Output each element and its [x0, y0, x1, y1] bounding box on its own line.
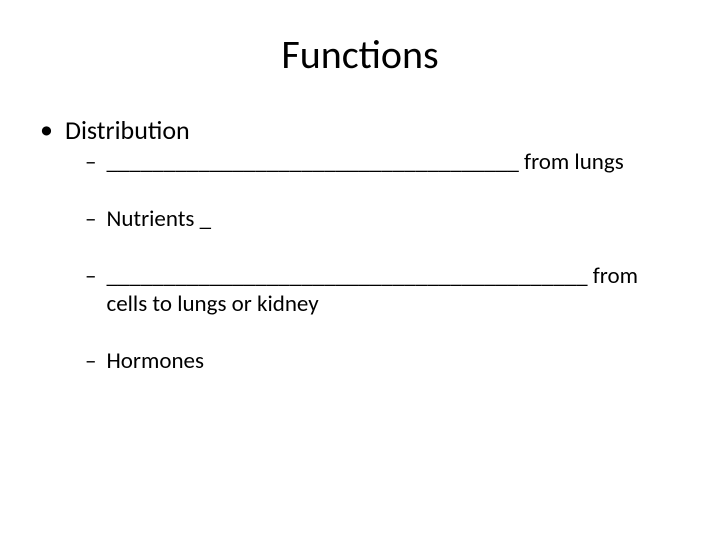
bullet-l2-text: ________________________________________…: [106, 262, 670, 320]
bullet-marker-dash: –: [85, 205, 96, 234]
bullet-l2-text: Hormones: [106, 347, 670, 376]
bullet-l2-text: Nutrients _: [106, 205, 670, 234]
bullet-l1-text: Distribution: [65, 114, 190, 146]
bullet-level-2-item: – Nutrients _: [85, 205, 670, 234]
bullet-level-2-item: – ______________________________________…: [85, 262, 670, 320]
bullet-marker-dash: –: [85, 347, 96, 376]
slide-container: Functions • Distribution – _____________…: [0, 0, 720, 540]
slide-title: Functions: [30, 30, 690, 79]
bullet-marker-dash: –: [85, 148, 96, 177]
bullet-marker-dot: •: [40, 114, 53, 145]
bullet-level-2-item: – ____________________________________ f…: [85, 148, 670, 177]
bullet-level-2-item: – Hormones: [85, 347, 670, 376]
bullet-marker-dash: –: [85, 262, 96, 291]
bullet-l2-text: ____________________________________ fro…: [106, 148, 670, 177]
bullet-level-1: • Distribution: [40, 114, 690, 146]
